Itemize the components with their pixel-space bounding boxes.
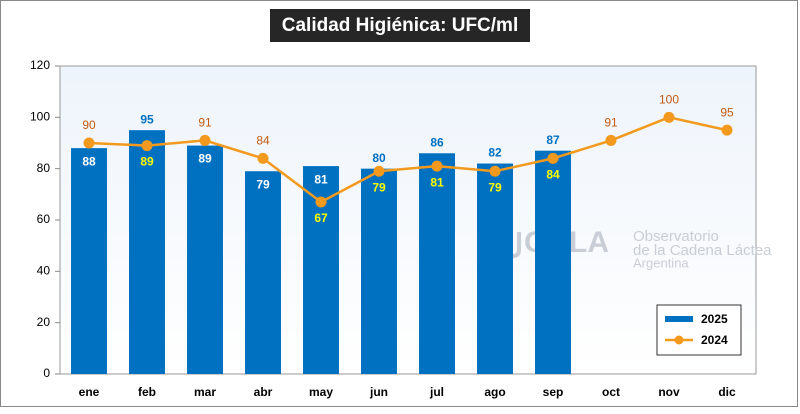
x-tick-label: mar — [194, 385, 216, 399]
line-value-label: 91 — [198, 116, 212, 130]
x-tick-label: may — [309, 385, 333, 399]
line-value-label: 90 — [82, 118, 96, 132]
x-tick-label: ago — [484, 385, 505, 399]
bar — [245, 171, 281, 374]
line-value-label: 100 — [659, 93, 679, 107]
line-marker — [547, 152, 559, 164]
bar-value-label: 89 — [198, 152, 212, 166]
line-marker — [605, 134, 617, 146]
y-tick-label: 100 — [30, 110, 50, 124]
bar — [71, 148, 107, 374]
y-tick-label: 20 — [37, 315, 51, 329]
x-tick-label: jul — [429, 385, 444, 399]
line-value-label: 84 — [546, 168, 560, 182]
legend-box — [656, 304, 742, 356]
line-marker — [663, 111, 675, 123]
line-value-label: 84 — [256, 134, 270, 148]
bar-value-label: 88 — [82, 154, 96, 168]
bar — [361, 168, 397, 374]
bar — [129, 130, 165, 374]
bar-value-label: 95 — [140, 112, 154, 126]
y-tick-label: 40 — [37, 264, 51, 278]
watermark-line: de la Cadena Láctea — [633, 242, 772, 259]
legend-swatch — [674, 335, 684, 345]
line-marker — [199, 134, 211, 146]
x-tick-label: sep — [543, 385, 564, 399]
x-tick-label: nov — [658, 385, 680, 399]
line-marker — [721, 124, 733, 136]
x-tick-label: oct — [602, 385, 620, 399]
legend-label: 2024 — [701, 333, 728, 347]
bar-value-label: 79 — [256, 177, 270, 191]
line-marker — [489, 165, 501, 177]
bar — [419, 153, 455, 374]
y-tick-label: 80 — [37, 161, 51, 175]
line-value-label: 79 — [372, 180, 386, 194]
line-value-label: 67 — [314, 211, 328, 225]
x-tick-label: feb — [138, 385, 156, 399]
line-value-label: 89 — [140, 155, 154, 169]
title-box — [270, 9, 530, 42]
y-tick-label: 120 — [30, 58, 50, 72]
line-value-label: 95 — [720, 105, 734, 119]
watermark-line: Argentina — [633, 255, 689, 270]
legend-swatch — [665, 316, 693, 322]
line-marker — [83, 137, 95, 149]
x-tick-label: abr — [254, 385, 273, 399]
bar-value-label: 86 — [430, 135, 444, 149]
chart-title: Calidad Higiénica: UFC/ml — [282, 15, 518, 36]
x-tick-label: jun — [369, 385, 388, 399]
legend-label: 2025 — [701, 312, 728, 326]
x-tick-label: dic — [718, 385, 736, 399]
x-tick-label: ene — [79, 385, 100, 399]
line-marker — [257, 152, 269, 164]
line-value-label: 79 — [488, 180, 502, 194]
line-marker — [373, 165, 385, 177]
line-value-label: 91 — [604, 116, 618, 130]
bar — [535, 150, 571, 374]
line — [88, 116, 728, 204]
y-tick-label: 60 — [37, 212, 51, 226]
line-marker — [141, 140, 153, 152]
bar-value-label: 82 — [488, 146, 502, 160]
bar — [187, 145, 223, 374]
bar-value-label: 81 — [314, 172, 328, 186]
line-marker — [315, 196, 327, 208]
bar — [477, 163, 513, 374]
line-value-label: 81 — [430, 175, 444, 189]
y-tick-label: 0 — [43, 366, 50, 380]
bar-value-label: 80 — [372, 151, 386, 165]
bar-value-label: 87 — [546, 133, 560, 147]
plot-area — [59, 65, 757, 375]
line-marker — [431, 160, 443, 172]
watermark-line: Observatorio — [633, 228, 719, 245]
